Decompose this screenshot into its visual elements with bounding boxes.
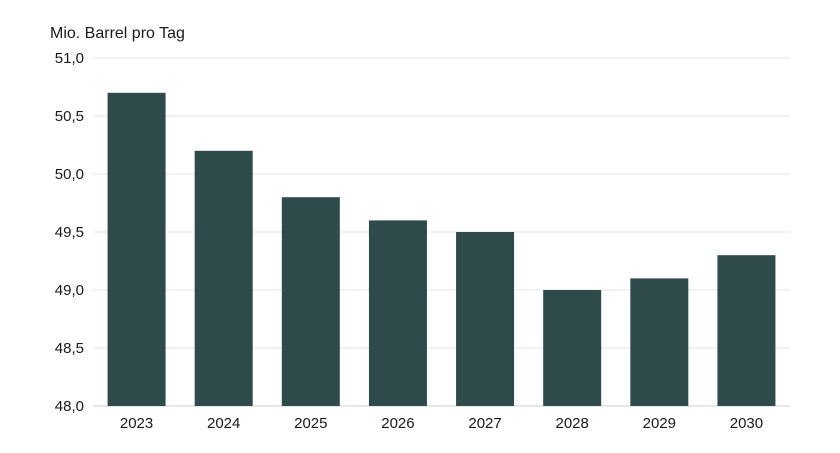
y-tick-label: 51,0 xyxy=(55,50,84,67)
bar-2028 xyxy=(543,290,602,406)
y-tick-label: 48,5 xyxy=(55,340,84,357)
x-tick-label: 2028 xyxy=(556,415,589,432)
y-axis-unit-label: Mio. Barrel pro Tag xyxy=(50,25,185,42)
x-axis-ticks: 2023 2024 2025 2026 2027 2028 2029 2030 xyxy=(120,415,763,432)
bar-2025 xyxy=(281,197,340,406)
y-axis-ticks: 48,0 48,5 49,0 49,5 50,0 50,5 51,0 xyxy=(55,50,84,415)
y-tick-label: 50,5 xyxy=(55,108,84,125)
y-tick-label: 48,0 xyxy=(55,398,84,415)
bar-2024 xyxy=(194,150,253,406)
bar-2029 xyxy=(630,278,689,406)
bar-2027 xyxy=(456,232,515,406)
x-tick-label: 2026 xyxy=(381,415,414,432)
bars xyxy=(107,92,776,407)
x-tick-label: 2025 xyxy=(294,415,327,432)
x-tick-label: 2027 xyxy=(468,415,501,432)
x-tick-label: 2029 xyxy=(643,415,676,432)
x-tick-label: 2024 xyxy=(207,415,240,432)
x-tick-label: 2023 xyxy=(120,415,153,432)
bar-2026 xyxy=(368,220,427,406)
y-tick-label: 50,0 xyxy=(55,166,84,183)
bar-2030 xyxy=(717,255,776,406)
y-tick-label: 49,0 xyxy=(55,282,84,299)
bar-2023 xyxy=(107,92,166,407)
y-tick-label: 49,5 xyxy=(55,224,84,241)
x-tick-label: 2030 xyxy=(730,415,763,432)
